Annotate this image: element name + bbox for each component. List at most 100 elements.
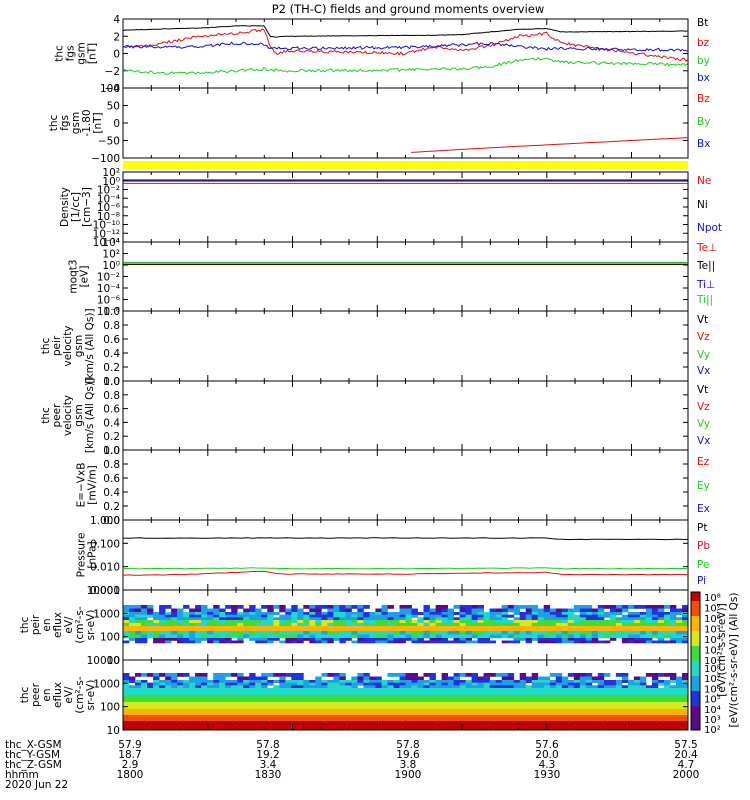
spectrogram-cell [135,638,142,641]
spectrogram-cell [189,718,196,722]
spectrogram-cell [447,640,454,644]
spectrogram-cell [309,640,316,644]
spectrogram-cell [153,724,160,728]
spectrogram-cell [682,617,689,621]
spectrogram-cell [267,617,274,621]
spectrogram-cell [273,628,280,632]
spectrogram-cell [664,626,671,629]
spectrogram-cell [309,608,316,613]
y-axis-label: thc peir en eflux eV/(cm²-s-sr-eV) [19,606,97,644]
spectrogram-cell [357,695,364,699]
spectrogram-cell [267,718,274,722]
spectrogram-cell [579,638,587,641]
legend-entry: Ti⊥ [696,279,715,291]
spectrogram-cell [525,638,533,641]
spectrogram-cell [303,680,310,683]
spectrogram-cell [183,620,190,624]
spectrogram-cell [441,698,448,703]
spectrogram-cell [441,712,448,716]
spectrogram-cell [195,673,202,677]
spectrogram-cell [411,705,418,710]
spectrogram-cell [507,688,515,692]
spectrogram-cell [627,634,635,639]
spectrogram-cell [405,724,412,728]
spectrogram-cell [297,631,304,635]
spectrogram-cell [459,614,466,618]
spectrogram-cell [453,638,460,641]
spectrogram-cell [549,727,557,731]
spectrogram-cell [621,698,629,703]
spectrogram-cell [333,709,340,713]
colorbar-segment [691,694,700,698]
spectrogram-cell [273,685,280,689]
spectrogram-cell [507,705,515,710]
spectrogram-cell [201,638,208,641]
colorbar-segment [691,661,700,665]
spectrogram-cell [123,712,130,716]
spectrogram-cell [645,691,653,696]
spectrogram-cell [189,688,196,692]
spectrogram-cell [159,727,166,731]
spectrogram-cell [207,682,214,686]
spectrogram-cell [591,640,599,644]
spectrogram-cell [459,638,466,641]
spectrogram-cell [489,721,496,725]
spectrogram-cell [561,676,569,681]
spectrogram-cell [651,695,659,699]
spectrogram-cell [231,626,238,629]
spectrogram-cell [615,628,623,632]
spectrogram-cell [261,605,268,609]
spectrogram-cell [351,709,358,713]
spectrogram-cell [339,623,346,627]
spectrogram-cell [159,634,166,639]
colorbar-segment [691,616,700,620]
spectrogram-cell [177,727,184,731]
spectrogram-cell [195,623,202,627]
spectrogram-cell [495,628,503,632]
spectrogram-cell [477,680,484,683]
spectrogram-cell [483,688,490,692]
spectrogram-cell [471,608,478,613]
spectrogram-cell [309,705,316,710]
spectrogram-cell [189,715,196,719]
spectrogram-cell [441,673,448,677]
colorbar-tick-label: 10² [704,725,721,736]
spectrogram-cell [465,718,472,722]
spectrogram-cell [639,702,647,706]
spectrogram-cell [507,721,515,725]
y-axis-label-line: Density [59,187,71,227]
spectrogram-cell [676,698,683,703]
spectrogram-cell [297,623,304,627]
spectrogram-cell [537,638,545,641]
y-axis-label: thc peer velocity gsm [km/s (All Qs)] [40,378,96,453]
spectrogram-cell [567,682,575,686]
spectrogram-cell [399,680,406,683]
spectrogram-cell [153,614,160,618]
spectrogram-cell [357,715,364,719]
spectrogram-cell [477,702,484,706]
spectrogram-cell [153,617,160,621]
spectrogram-cell [153,628,160,632]
spectrogram-cell [429,688,436,692]
spectrogram-cell [682,724,689,728]
spectrogram-cell [519,721,527,725]
spectrogram-cell [363,605,370,609]
y-tick-label: 0.100 [90,538,120,550]
spectrogram-cell [387,638,394,641]
spectrogram-cell [579,682,587,686]
spectrogram-cell [591,698,599,703]
spectrogram-cell [477,676,484,681]
spectrogram-cell [189,691,196,696]
spectrogram-cell [339,628,346,632]
spectrogram-cell [231,724,238,728]
spectrogram-cell [621,705,629,710]
spectrogram-cell [285,715,292,719]
spectrogram-cell [591,715,599,719]
spectrogram-cell [549,626,557,629]
spectrogram-cell [597,626,605,629]
spectrogram-cell [339,721,346,725]
spectrogram-cell [501,676,509,681]
spectrogram-cell [165,605,172,609]
spectrogram-cell [429,724,436,728]
spectrogram-cell [309,612,316,615]
